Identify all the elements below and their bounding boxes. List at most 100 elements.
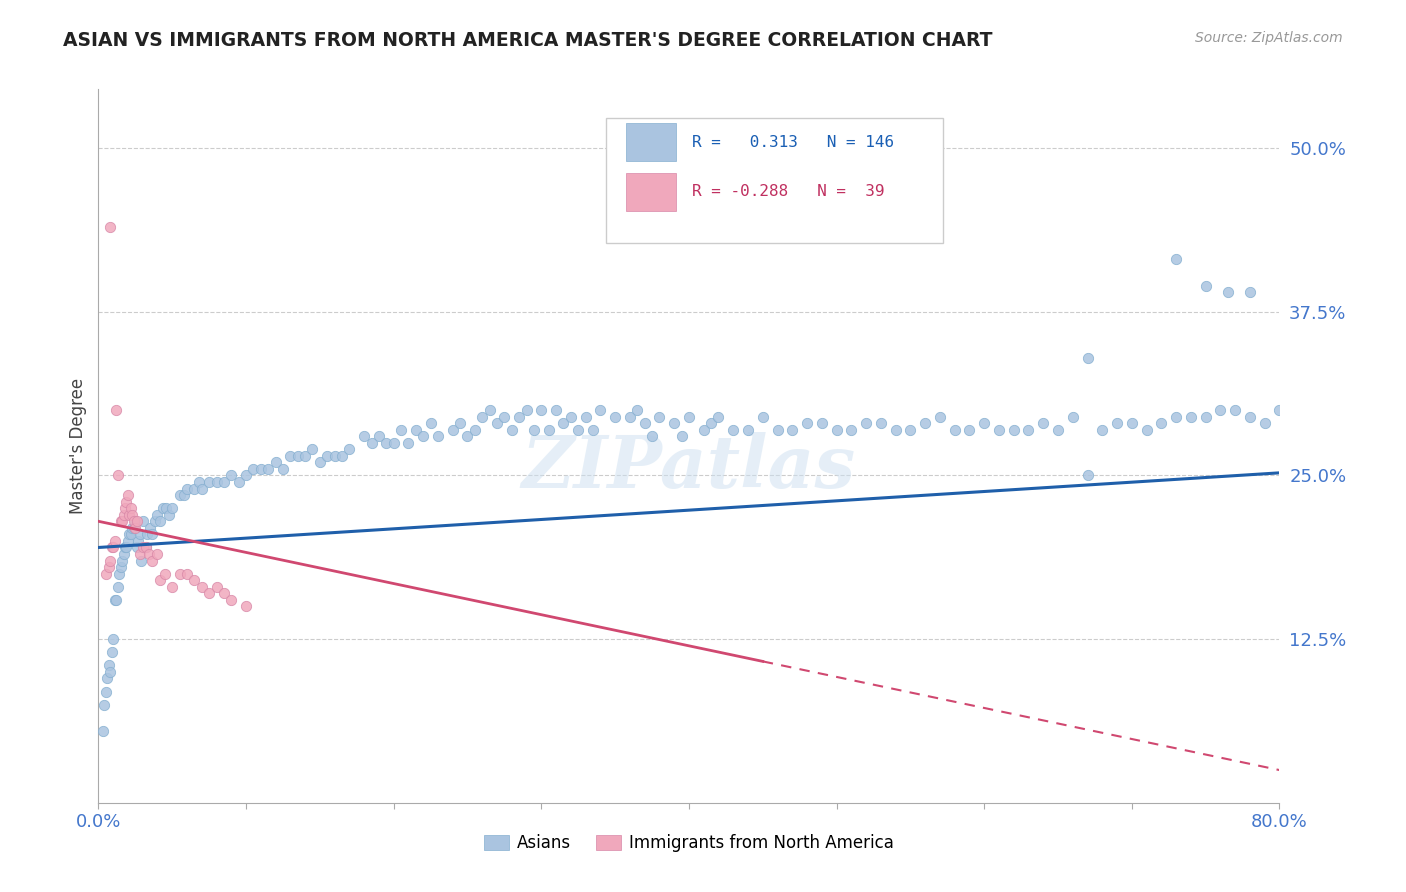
Point: [1002, 423, 1025, 437]
Point: [929, 409, 952, 424]
Point: [959, 423, 981, 437]
Point: [330, 449, 353, 463]
Point: [1046, 423, 1070, 437]
Point: [841, 423, 863, 437]
Point: [93, 698, 115, 712]
Point: [1107, 416, 1129, 430]
Point: [110, 514, 132, 528]
Point: [287, 449, 309, 463]
Point: [700, 416, 723, 430]
Point: [135, 541, 157, 555]
Point: [198, 475, 221, 489]
Point: [122, 521, 145, 535]
Point: [129, 553, 152, 567]
Point: [115, 494, 138, 508]
Point: [191, 580, 214, 594]
Point: [120, 501, 142, 516]
Point: [1216, 285, 1239, 300]
Point: [118, 527, 141, 541]
Point: [162, 501, 183, 516]
Point: [103, 632, 125, 647]
Point: [115, 541, 138, 555]
Point: [128, 547, 150, 561]
Point: [641, 429, 664, 443]
Point: [567, 423, 589, 437]
Point: [1166, 252, 1188, 267]
Point: [575, 409, 598, 424]
Point: [516, 403, 538, 417]
Point: [360, 435, 382, 450]
Point: [125, 541, 148, 555]
Point: [198, 586, 221, 600]
Point: [546, 403, 568, 417]
Point: [870, 416, 893, 430]
Point: [242, 462, 264, 476]
Point: [257, 462, 280, 476]
Point: [97, 560, 120, 574]
Point: [501, 423, 523, 437]
Point: [280, 449, 302, 463]
Point: [146, 547, 169, 561]
Point: [235, 599, 257, 614]
Point: [678, 409, 700, 424]
Point: [212, 586, 235, 600]
Point: [405, 423, 427, 437]
Point: [117, 488, 139, 502]
Point: [105, 403, 128, 417]
Point: [1077, 468, 1099, 483]
Point: [810, 416, 832, 430]
Point: [235, 468, 257, 483]
Point: [457, 429, 479, 443]
Point: [96, 672, 118, 686]
Point: [98, 219, 121, 234]
Point: [1150, 416, 1173, 430]
Point: [464, 423, 486, 437]
Point: [112, 508, 135, 522]
Point: [1121, 416, 1143, 430]
Point: [375, 435, 398, 450]
Point: [449, 416, 471, 430]
Point: [427, 429, 450, 443]
Point: [1018, 423, 1040, 437]
Point: [98, 665, 121, 679]
Point: [105, 592, 128, 607]
Point: [855, 416, 877, 430]
Point: [228, 475, 250, 489]
Text: R =   0.313   N = 146: R = 0.313 N = 146: [693, 135, 894, 150]
Point: [1062, 409, 1084, 424]
Point: [1091, 423, 1114, 437]
Point: [139, 521, 162, 535]
FancyBboxPatch shape: [606, 118, 943, 243]
Point: [124, 514, 146, 528]
Point: [191, 482, 214, 496]
Bar: [626, 173, 676, 211]
Point: [900, 423, 922, 437]
Point: [173, 488, 195, 502]
Point: [1225, 403, 1247, 417]
Point: [111, 514, 134, 528]
Point: [187, 475, 209, 489]
Point: [138, 547, 160, 561]
Point: [205, 475, 228, 489]
Point: [478, 403, 501, 417]
Point: [389, 423, 412, 437]
Point: [91, 723, 114, 738]
Point: [183, 482, 205, 496]
Point: [271, 462, 294, 476]
Point: [141, 527, 163, 541]
Point: [368, 429, 391, 443]
Point: [183, 573, 205, 587]
Point: [107, 580, 129, 594]
Text: R = -0.288   N =  39: R = -0.288 N = 39: [693, 185, 884, 200]
Point: [94, 566, 117, 581]
Point: [537, 423, 560, 437]
Point: [1136, 423, 1159, 437]
Point: [973, 416, 995, 430]
Point: [143, 514, 166, 528]
Point: [412, 429, 434, 443]
Point: [1180, 409, 1202, 424]
Point: [1209, 403, 1232, 417]
Point: [419, 416, 441, 430]
Point: [125, 514, 148, 528]
Point: [796, 416, 818, 430]
